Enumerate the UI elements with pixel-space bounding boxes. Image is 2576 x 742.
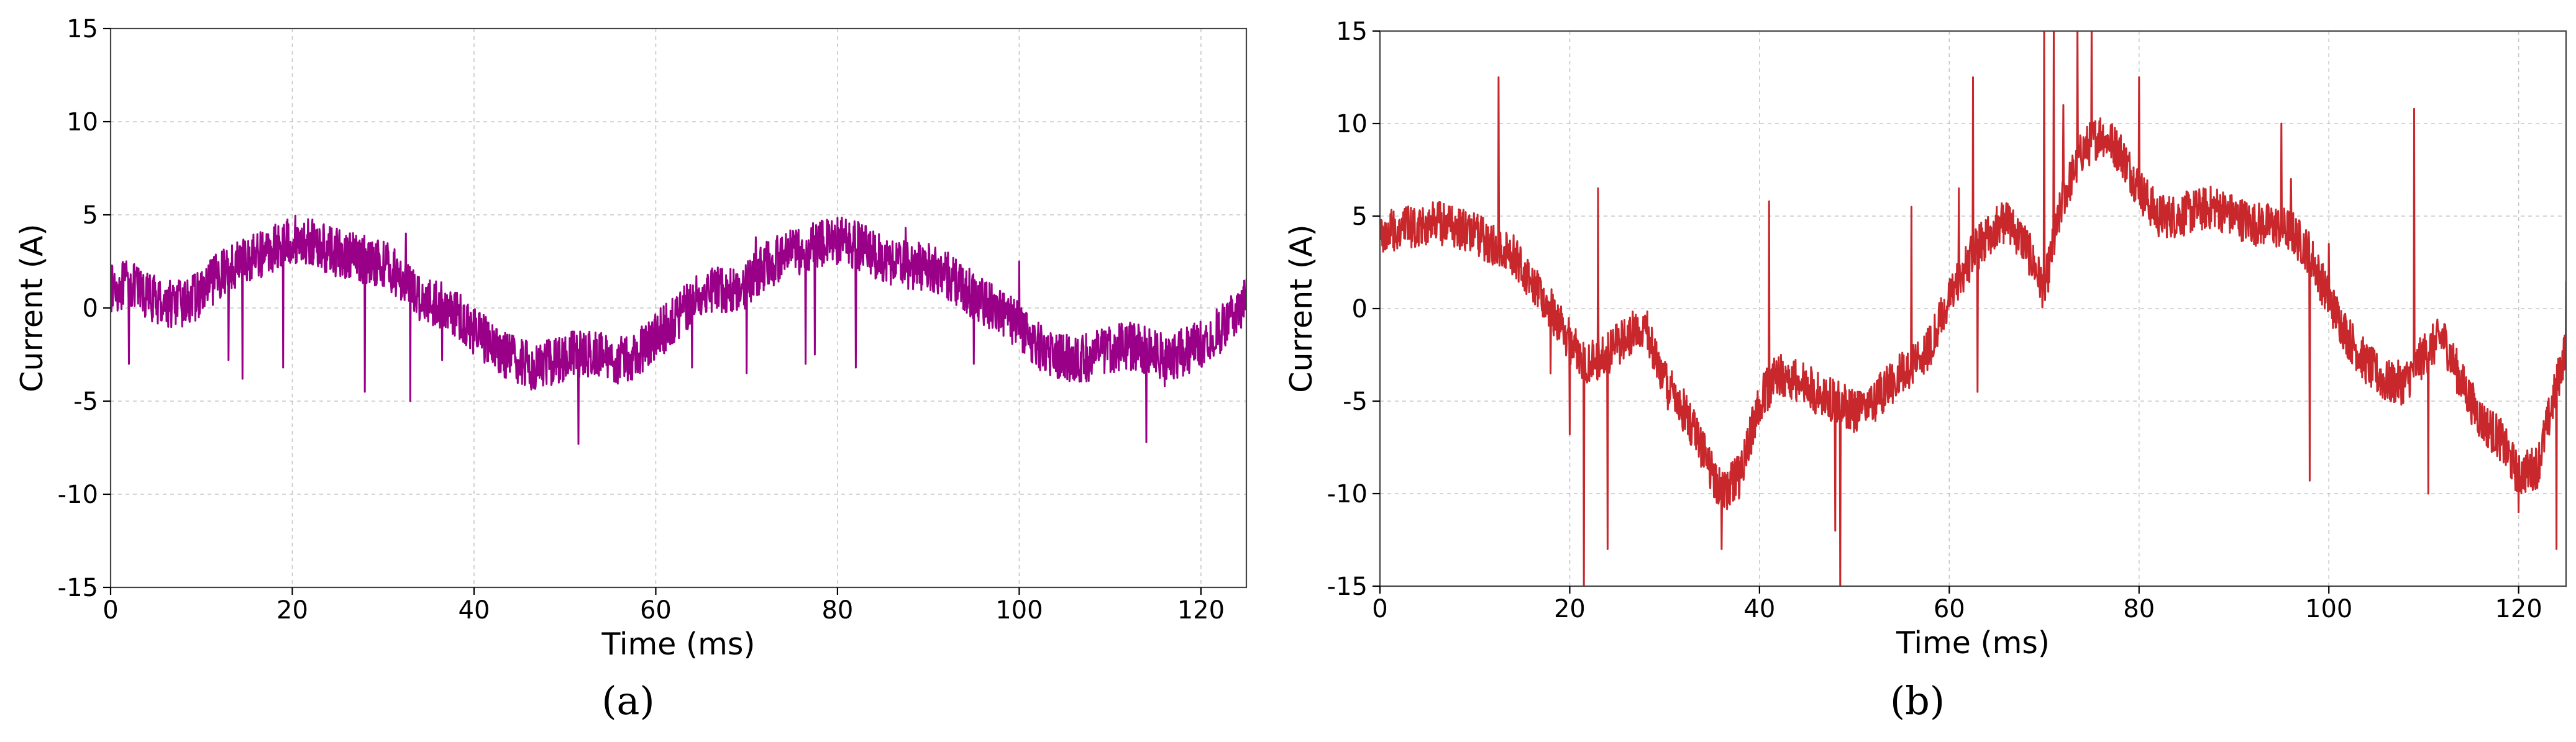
x-tick-label: 100 bbox=[2305, 595, 2352, 623]
y-tick-label: -15 bbox=[1327, 572, 1368, 601]
x-tick-label: 100 bbox=[995, 596, 1043, 625]
series-line-b bbox=[1380, 31, 2566, 586]
caption-b: (b) bbox=[1890, 678, 1945, 723]
x-tick-label: 0 bbox=[1372, 595, 1387, 623]
y-tick-label: 10 bbox=[1336, 110, 1368, 138]
caption-a: (a) bbox=[601, 678, 654, 723]
x-tick-label: 40 bbox=[459, 596, 490, 625]
y-tick-label: -5 bbox=[73, 387, 98, 416]
x-axis-label: Time (ms) bbox=[1896, 625, 2050, 661]
x-tick-label: 80 bbox=[2123, 595, 2155, 623]
x-tick-label: 120 bbox=[1177, 596, 1225, 625]
y-tick-label: 5 bbox=[1352, 202, 1368, 231]
y-tick-label: -15 bbox=[58, 574, 98, 602]
y-tick-label: 10 bbox=[66, 108, 98, 137]
y-tick-label: -10 bbox=[1327, 480, 1368, 509]
x-tick-label: 0 bbox=[103, 596, 118, 625]
y-tick-label: -5 bbox=[1343, 387, 1368, 416]
y-tick-label: 0 bbox=[1352, 295, 1368, 323]
x-tick-label: 120 bbox=[2495, 595, 2542, 623]
x-tick-label: 40 bbox=[1743, 595, 1775, 623]
y-tick-label: 0 bbox=[83, 294, 98, 323]
series-line-a bbox=[111, 214, 1246, 445]
x-tick-label: 60 bbox=[1934, 595, 1965, 623]
x-axis-label: Time (ms) bbox=[601, 627, 756, 662]
x-tick-label: 20 bbox=[276, 596, 308, 625]
x-tick-label: 60 bbox=[640, 596, 672, 625]
y-axis-label: Current (A) bbox=[1284, 224, 1319, 392]
chart-panel-a: 0 20 40 60 80 100 120 -15 -10 -5 0 5 10 15 Time (ms) Cu… bbox=[14, 15, 1248, 662]
y-tick-label: 15 bbox=[66, 15, 98, 43]
x-tick-label: 80 bbox=[821, 596, 853, 625]
y-tick-label: 5 bbox=[83, 201, 98, 230]
chart-panel-b: 0 20 40 60 80 100 120 -15 -10 -5 0 5 10 15 Time (ms) Cu… bbox=[1284, 17, 2567, 661]
y-tick-label: 15 bbox=[1336, 17, 1368, 46]
y-axis-label: Current (A) bbox=[14, 224, 50, 392]
y-tick-label: -10 bbox=[58, 481, 98, 509]
x-tick-label: 20 bbox=[1554, 595, 1586, 623]
